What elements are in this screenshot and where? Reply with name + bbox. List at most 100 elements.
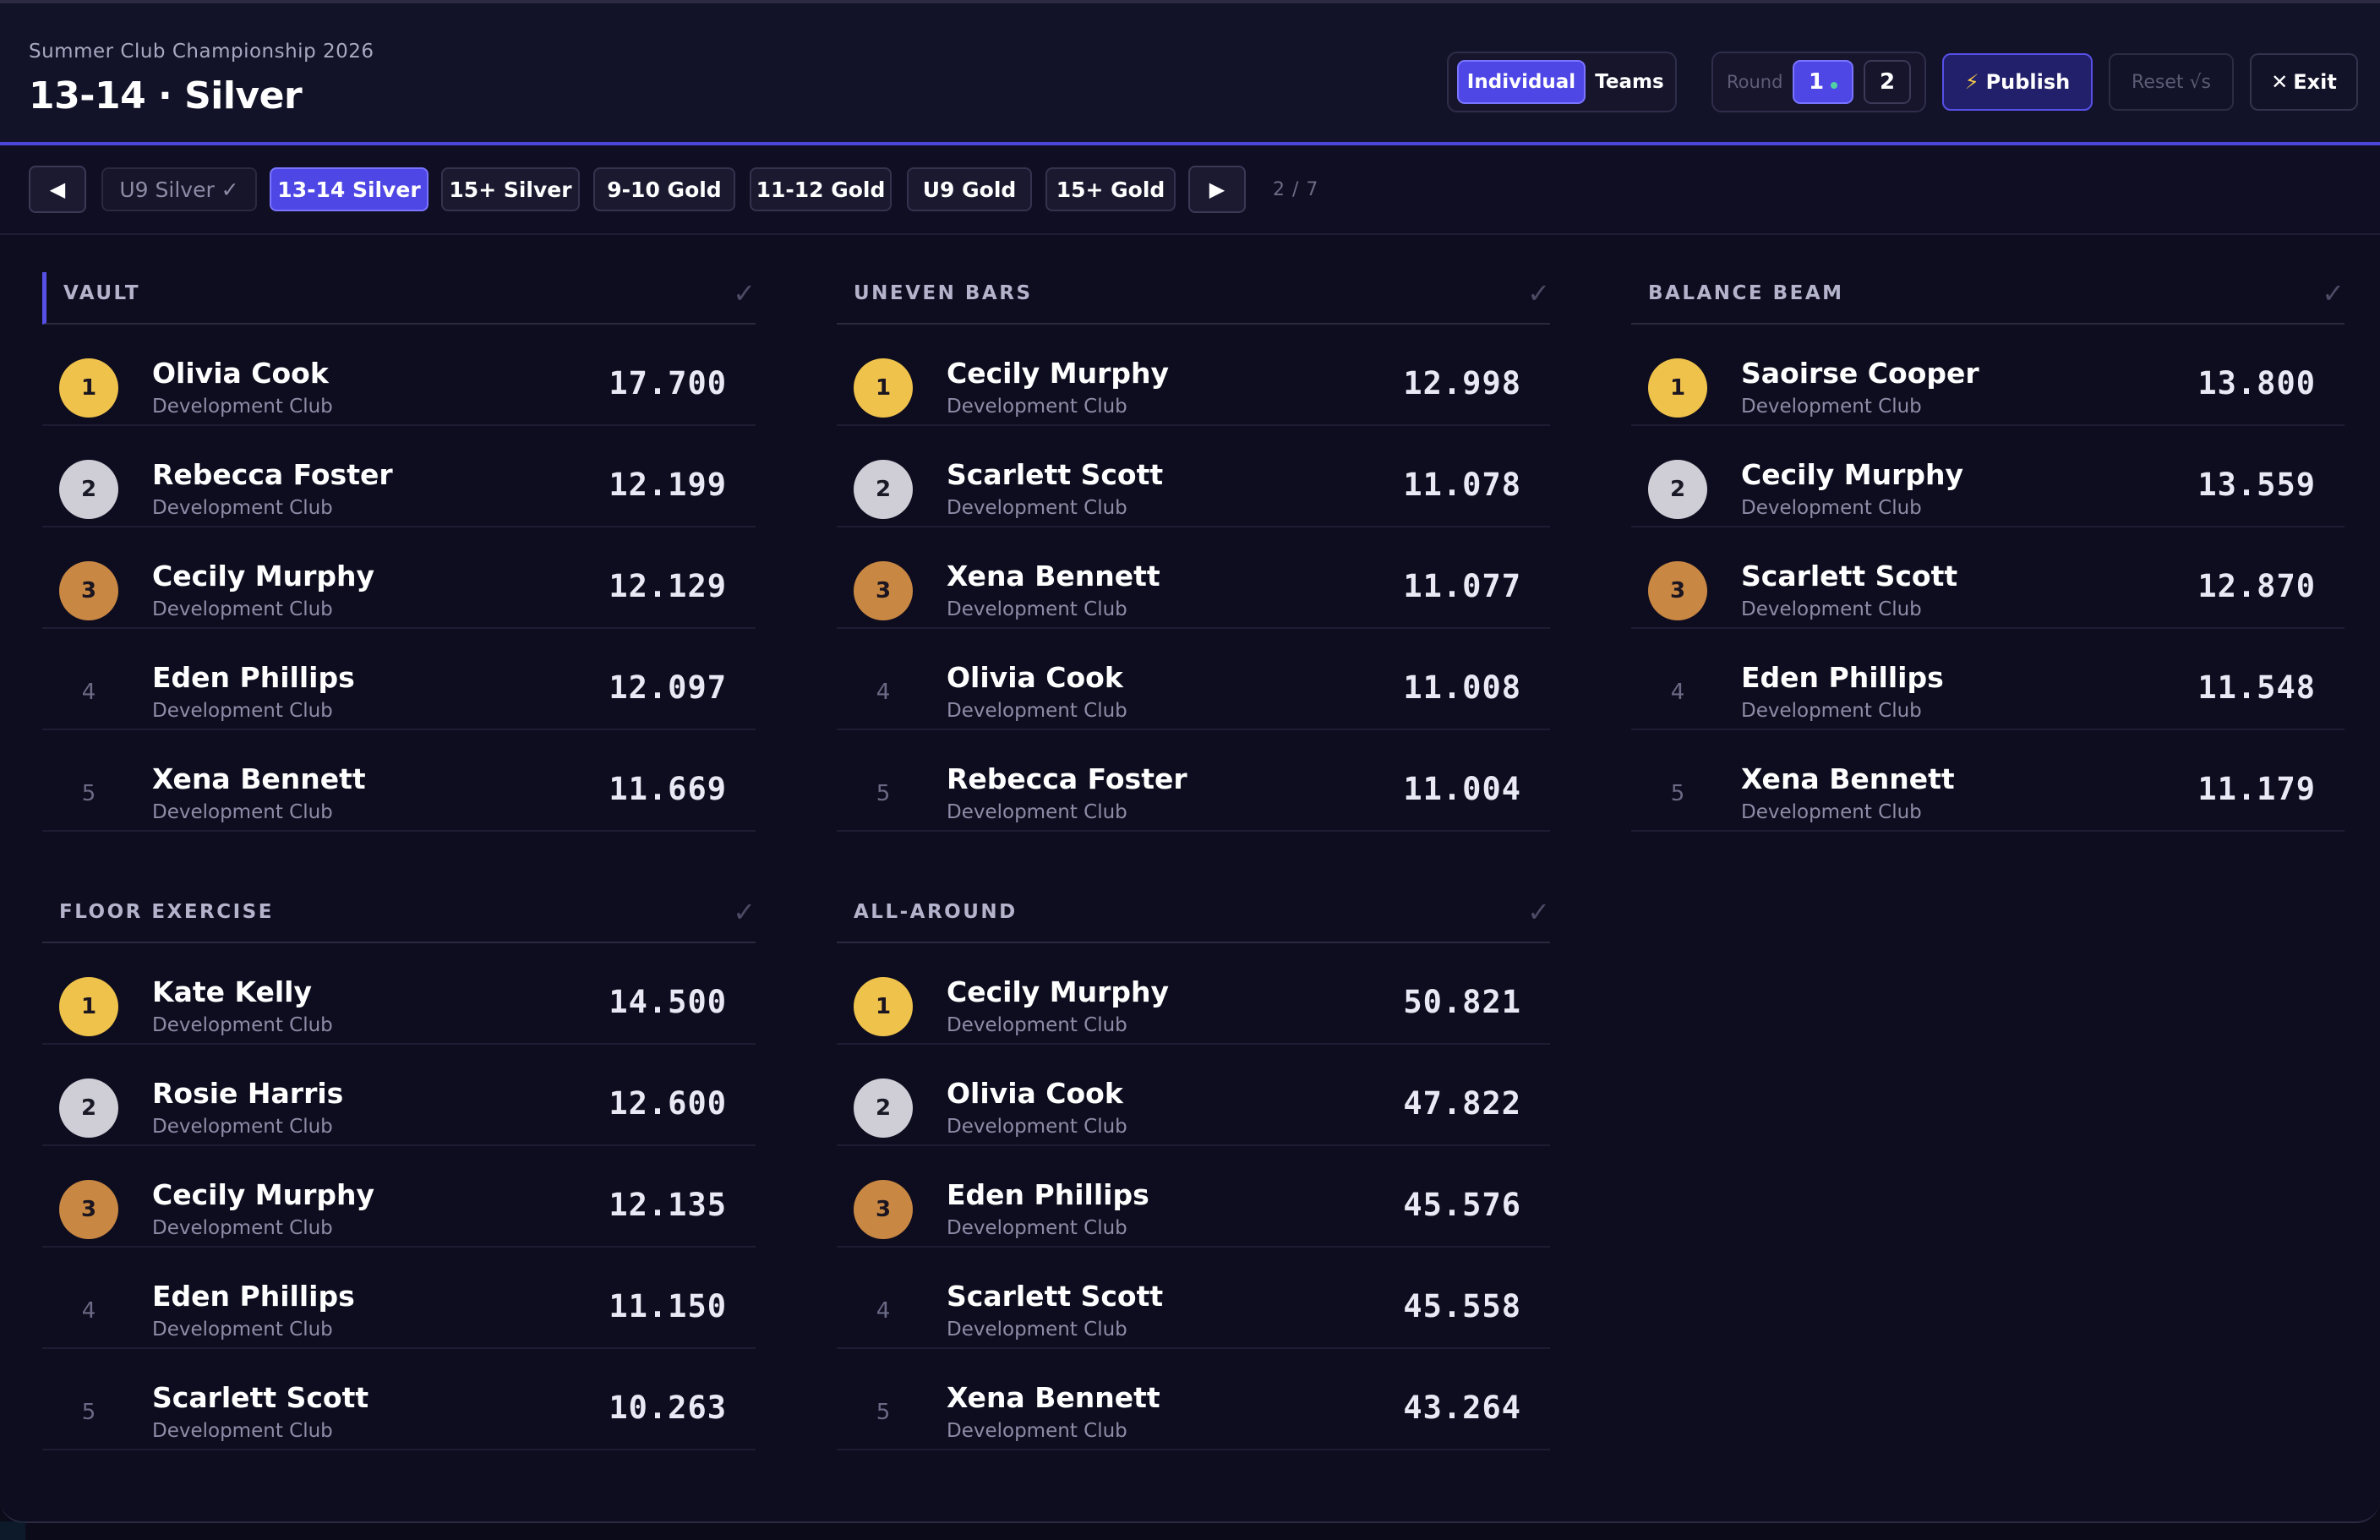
balance-beam-panel: BALANCE BEAM ✓ 1 Saoirse Cooper Development …: [1631, 272, 2345, 832]
tab-13-14-silver[interactable]: 13-14 Silver: [270, 167, 429, 211]
panel-header: BALANCE BEAM ✓: [1631, 272, 2345, 325]
club-name: Development Club: [1741, 396, 1922, 418]
score-value: 10.263: [609, 1390, 727, 1426]
panel-title: FLOOR EXERCISE: [59, 901, 274, 923]
rank-medal-badge: 1: [59, 358, 118, 418]
score-value: 11.548: [2197, 669, 2316, 706]
next-division-button[interactable]: ▶: [1188, 166, 1246, 213]
ranking-row: 2 Rosie Harris Development Club 12.600: [42, 1045, 756, 1146]
desktop-background: [0, 1521, 25, 1540]
rank-medal-badge: 3: [1648, 561, 1707, 620]
round-1-button[interactable]: 1: [1793, 60, 1853, 104]
round-2-button[interactable]: 2: [1864, 60, 1911, 104]
athlete-name: Rebecca Foster: [947, 762, 1187, 795]
rank-medal-badge: 2: [59, 460, 118, 519]
checkmark-icon: ✓: [1527, 277, 1550, 309]
rank-number: 5: [876, 1400, 891, 1425]
exit-label: Exit: [2293, 70, 2337, 94]
ranking-row: 2 Cecily Murphy Development Club 13.559: [1631, 426, 2345, 527]
panel-title: ALL-AROUND: [854, 901, 1018, 923]
rank-number: 4: [876, 1298, 891, 1324]
tab-u9-silver[interactable]: U9 Silver ✓: [101, 167, 257, 211]
ranking-row: 3 Eden Phillips Development Club 45.576: [837, 1146, 1550, 1248]
score-value: 14.500: [609, 984, 727, 1020]
tab-15-plus-silver[interactable]: 15+ Silver: [441, 167, 580, 211]
score-value: 12.097: [609, 669, 727, 706]
score-value: 12.998: [1403, 365, 1521, 401]
prev-division-button[interactable]: ◀: [29, 166, 86, 213]
tab-11-12-gold[interactable]: 11-12 Gold: [750, 167, 892, 211]
score-value: 43.264: [1403, 1390, 1521, 1426]
checkmark-icon: ✓: [733, 896, 756, 928]
ranking-row: 2 Rebecca Foster Development Club 12.199: [42, 426, 756, 527]
individual-toggle-button[interactable]: Individual: [1457, 60, 1586, 104]
panel-title: UNEVEN BARS: [854, 282, 1033, 304]
athlete-name: Kate Kelly: [152, 975, 312, 1008]
athlete-name: Saoirse Cooper: [1741, 357, 1979, 390]
ranking-row: 3 Scarlett Scott Development Club 12.870: [1631, 527, 2345, 629]
tab-15-plus-gold[interactable]: 15+ Gold: [1045, 167, 1176, 211]
teams-toggle-button[interactable]: Teams: [1595, 71, 1664, 93]
score-value: 45.558: [1403, 1288, 1521, 1324]
panel-header: VAULT ✓: [42, 272, 756, 325]
rank-number: 4: [81, 1298, 96, 1324]
athlete-name: Scarlett Scott: [1741, 560, 1958, 593]
ranking-row: 3 Xena Bennett Development Club 11.077: [837, 527, 1550, 629]
score-value: 11.004: [1403, 771, 1521, 807]
club-name: Development Club: [947, 396, 1127, 418]
score-value: 13.800: [2197, 365, 2316, 401]
score-value: 17.700: [609, 365, 727, 401]
club-name: Development Club: [947, 1014, 1127, 1036]
athlete-name: Rosie Harris: [152, 1077, 344, 1110]
rank-number: 4: [876, 680, 891, 705]
rank-medal-badge: 1: [59, 977, 118, 1036]
club-name: Development Club: [947, 1116, 1127, 1138]
tab-9-10-gold[interactable]: 9-10 Gold: [593, 167, 735, 211]
header-accent-line: [0, 142, 2380, 145]
athlete-name: Scarlett Scott: [947, 458, 1164, 491]
club-name: Development Club: [152, 1319, 333, 1341]
round-1-label: 1: [1808, 69, 1825, 95]
floor-exercise-panel: FLOOR EXERCISE ✓ 1 Kate Kelly Development Cl…: [42, 891, 756, 1450]
ranking-row: 4 Eden Phillips Development Club 11.548: [1631, 629, 2345, 730]
ranking-row: 4 Scarlett Scott Development Club 45.558: [837, 1248, 1550, 1349]
score-value: 50.821: [1403, 984, 1521, 1020]
tab-u9-gold[interactable]: U9 Gold: [907, 167, 1032, 211]
club-name: Development Club: [152, 1116, 333, 1138]
club-name: Development Club: [947, 497, 1127, 519]
rank-number: 5: [81, 1400, 96, 1425]
ranking-row: 1 Cecily Murphy Development Club 12.998: [837, 325, 1550, 426]
club-name: Development Club: [152, 1420, 333, 1442]
ranking-row: 3 Cecily Murphy Development Club 12.129: [42, 527, 756, 629]
page-counter: 2 / 7: [1273, 178, 1319, 200]
athlete-name: Cecily Murphy: [152, 1178, 375, 1211]
score-value: 11.008: [1403, 669, 1521, 706]
score-value: 11.078: [1403, 467, 1521, 503]
triangle-left-icon: ◀: [49, 177, 66, 201]
exit-button[interactable]: ✕ Exit: [2250, 53, 2358, 111]
reset-checks-button[interactable]: Reset √s: [2109, 53, 2234, 111]
ranking-row: 5 Xena Bennett Development Club 11.669: [42, 730, 756, 832]
club-name: Development Club: [947, 700, 1127, 722]
checkmark-icon: ✓: [733, 277, 756, 309]
rank-medal-badge: 3: [854, 1180, 913, 1239]
athlete-name: Cecily Murphy: [947, 975, 1170, 1008]
athlete-name: Cecily Murphy: [947, 357, 1170, 390]
ranking-row: 5 Xena Bennett Development Club 43.264: [837, 1349, 1550, 1450]
club-name: Development Club: [1741, 598, 1922, 620]
page-title: 13-14 · Silver: [29, 74, 303, 117]
club-name: Development Club: [152, 598, 333, 620]
athlete-name: Scarlett Scott: [152, 1381, 369, 1414]
header: Summer Club Championship 2026 13-14 · Si…: [0, 3, 2380, 142]
panel-header: UNEVEN BARS ✓: [837, 272, 1550, 325]
rank-medal-badge: 3: [59, 1180, 118, 1239]
ranking-row: 4 Olivia Cook Development Club 11.008: [837, 629, 1550, 730]
athlete-name: Xena Bennett: [947, 1381, 1160, 1414]
athlete-name: Xena Bennett: [947, 560, 1160, 593]
athlete-name: Eden Phillips: [152, 1280, 355, 1313]
publish-button[interactable]: ⚡ Publish: [1942, 53, 2093, 111]
athlete-name: Scarlett Scott: [947, 1280, 1164, 1313]
athlete-name: Xena Bennett: [1741, 762, 1955, 795]
club-name: Development Club: [152, 1014, 333, 1036]
division-tabs-bar: ◀ U9 Silver ✓ 13-14 Silver 15+ Silver 9-…: [0, 145, 2380, 235]
